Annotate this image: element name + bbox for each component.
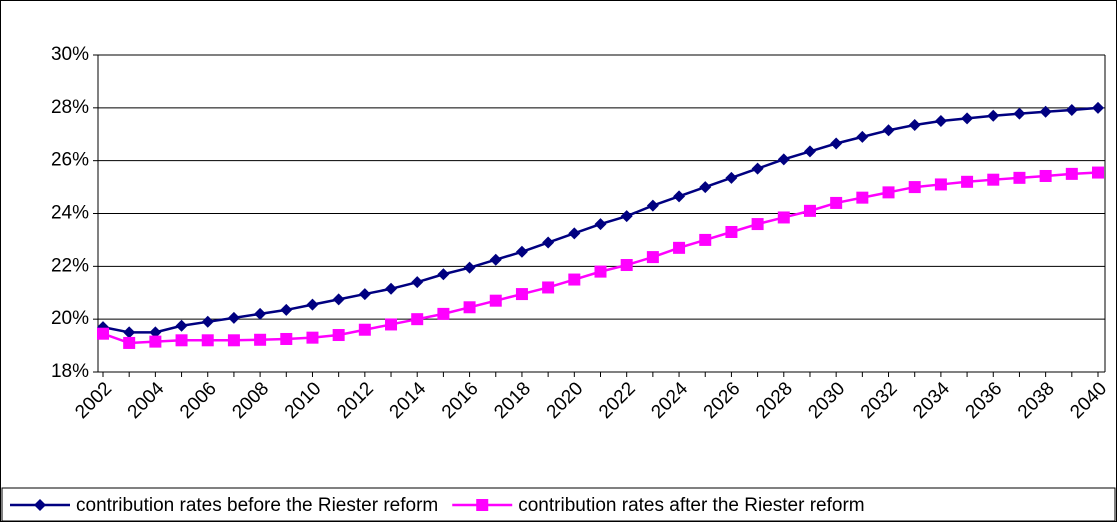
- point: [1065, 103, 1078, 116]
- point: [489, 294, 502, 307]
- point: [254, 307, 267, 320]
- point: [254, 333, 267, 346]
- point: [1065, 167, 1078, 180]
- point: [201, 334, 214, 347]
- point: [280, 332, 293, 345]
- point: [961, 175, 974, 188]
- point: [987, 173, 1000, 186]
- y-tick-label: 26%: [51, 150, 89, 171]
- point: [673, 241, 686, 254]
- point: [908, 119, 921, 132]
- legend-marker: [34, 499, 46, 511]
- point: [751, 218, 764, 231]
- point: [201, 315, 214, 328]
- point: [699, 181, 712, 194]
- point: [332, 293, 345, 306]
- y-tick-label: 20%: [51, 308, 89, 329]
- point: [542, 281, 555, 294]
- point: [594, 265, 607, 278]
- point: [856, 130, 869, 143]
- legend-marker: [476, 499, 489, 511]
- point: [463, 261, 476, 274]
- point: [646, 199, 659, 212]
- point: [803, 204, 816, 217]
- point: [123, 336, 136, 349]
- point: [725, 171, 738, 184]
- point: [97, 327, 109, 340]
- point: [882, 124, 895, 137]
- point: [306, 298, 319, 311]
- point: [830, 137, 843, 150]
- point: [463, 301, 476, 314]
- y-tick-label: 18%: [51, 361, 89, 382]
- point: [725, 225, 738, 238]
- point: [1039, 105, 1052, 118]
- point: [594, 218, 607, 231]
- point: [123, 326, 136, 339]
- legend-label: contribution rates after the Riester ref…: [518, 495, 864, 516]
- point: [437, 307, 450, 320]
- point: [489, 253, 502, 266]
- point: [908, 181, 921, 194]
- point: [673, 190, 686, 203]
- point: [856, 191, 869, 204]
- point: [620, 259, 633, 272]
- y-tick-label: 24%: [51, 203, 89, 224]
- point: [1013, 171, 1026, 184]
- point: [934, 178, 947, 191]
- point: [1092, 101, 1104, 114]
- point: [1039, 169, 1052, 182]
- point: [149, 326, 162, 339]
- point: [751, 162, 764, 175]
- point: [175, 319, 188, 332]
- point: [149, 335, 162, 348]
- point: [280, 303, 293, 316]
- point: [411, 276, 424, 289]
- point: [437, 268, 450, 281]
- point: [411, 313, 424, 326]
- point: [385, 318, 398, 331]
- point: [227, 334, 240, 347]
- point: [803, 145, 816, 158]
- point: [882, 186, 895, 199]
- legend-label: contribution rates before the Riester re…: [76, 495, 438, 516]
- point: [830, 196, 843, 209]
- point: [227, 311, 240, 324]
- point: [699, 233, 712, 246]
- point: [515, 288, 528, 301]
- point: [358, 288, 371, 301]
- point: [934, 115, 947, 128]
- point: [568, 227, 581, 240]
- point: [542, 236, 555, 249]
- point: [175, 334, 188, 347]
- point: [646, 251, 659, 264]
- point: [961, 112, 974, 125]
- point: [332, 329, 345, 342]
- point: [306, 331, 319, 344]
- point: [568, 273, 581, 286]
- y-tick-label: 28%: [51, 97, 89, 118]
- point: [1092, 166, 1104, 179]
- point: [515, 245, 528, 258]
- point: [777, 211, 790, 224]
- point: [385, 282, 398, 295]
- point: [777, 153, 790, 166]
- point: [987, 109, 1000, 122]
- point: [620, 210, 633, 223]
- y-tick-label: 22%: [51, 255, 89, 276]
- legend-box: [1, 487, 1116, 522]
- point: [358, 323, 371, 336]
- point: [1013, 107, 1026, 120]
- y-tick-label: 30%: [51, 44, 89, 65]
